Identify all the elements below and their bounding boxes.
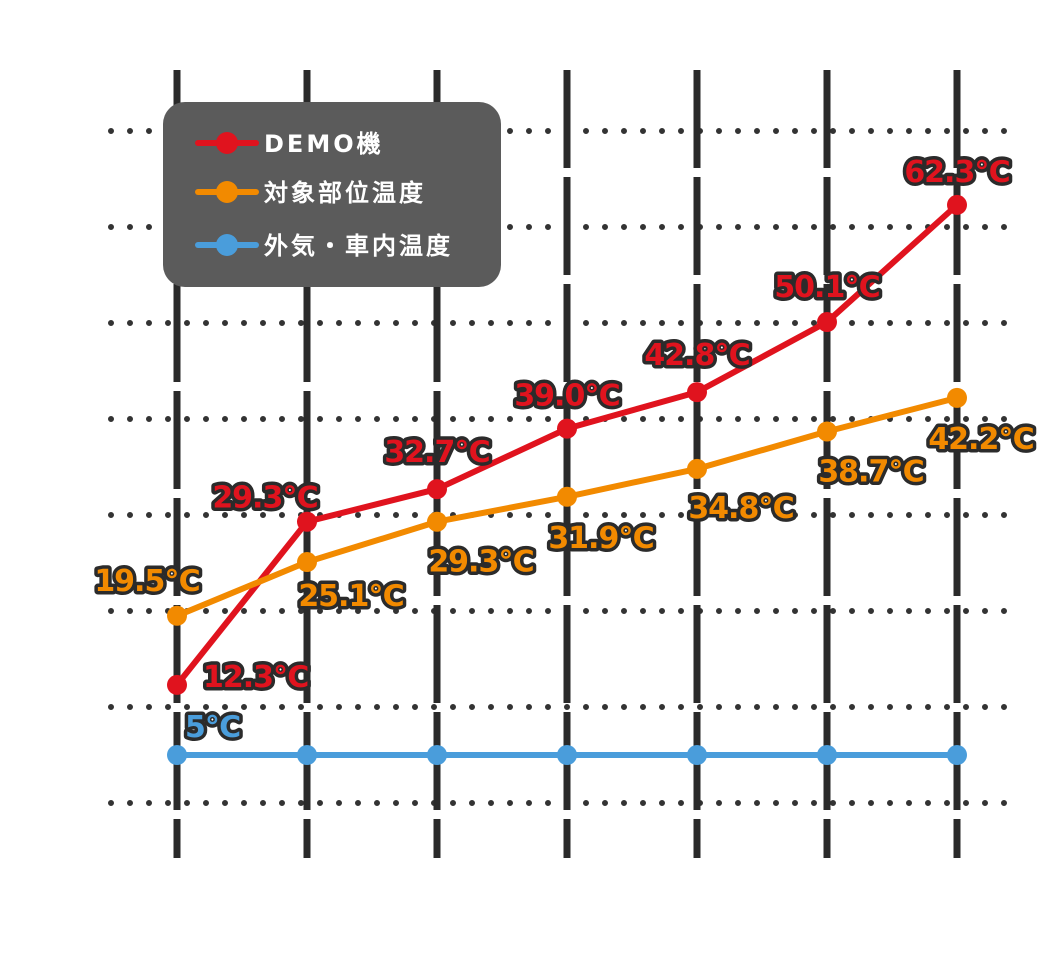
data-label: 29.3℃ (212, 481, 317, 516)
data-label: 42.8℃ (644, 338, 749, 373)
series-layer (167, 194, 967, 765)
data-point (557, 486, 577, 507)
data-label: 31.9℃ (548, 521, 653, 556)
data-point (297, 745, 317, 765)
data-labels: 12.3℃ 29.3℃ 32.7℃ 39.0℃ 42.8℃ 50.1℃ 62.3℃ 19.5℃… (91, 151, 1038, 748)
legend-label: 外気・車内温度 (264, 232, 453, 260)
data-label: 50.1℃ (774, 270, 879, 305)
data-label: 34.8℃ (688, 491, 793, 526)
data-point (297, 511, 317, 532)
data-label: 19.5℃ (94, 564, 199, 599)
data-point (297, 552, 317, 573)
legend-marker (216, 234, 238, 256)
data-label: 25.1℃ (298, 579, 403, 614)
data-label: 12.3℃ (203, 660, 308, 695)
data-label: 38.7℃ (818, 454, 923, 489)
data-point (167, 745, 187, 765)
data-point (427, 479, 447, 500)
data-point (687, 745, 707, 765)
data-point (947, 194, 967, 215)
data-point (687, 458, 707, 479)
data-point (687, 382, 707, 403)
data-label: 42.2℃ (928, 422, 1033, 457)
data-label: 29.3℃ (428, 545, 533, 580)
data-point (167, 674, 187, 695)
legend-marker (216, 181, 238, 203)
legend-box (163, 102, 501, 287)
data-point (557, 418, 577, 439)
data-point (817, 421, 837, 442)
data-point (557, 745, 577, 765)
legend-label: 対象部位温度 (264, 179, 426, 207)
data-point (167, 605, 187, 626)
data-point (817, 312, 837, 333)
data-point (947, 387, 967, 408)
data-label: 5℃ (185, 710, 240, 745)
data-point (427, 511, 447, 532)
data-point (817, 745, 837, 765)
legend-label: DEMO機 (264, 130, 384, 158)
legend-marker (216, 132, 238, 154)
data-label: 32.7℃ (384, 435, 489, 470)
data-point (427, 745, 447, 765)
data-label: 39.0℃ (514, 379, 619, 414)
data-point (947, 745, 967, 765)
data-label: 62.3℃ (904, 155, 1009, 190)
